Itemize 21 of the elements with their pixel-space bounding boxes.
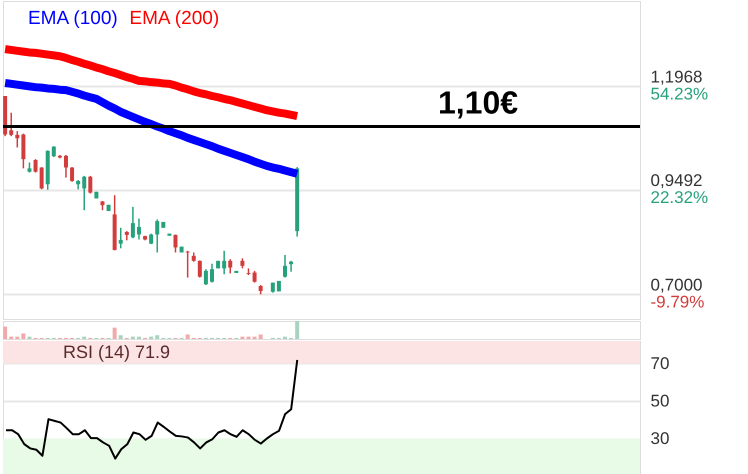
- bar: [112, 328, 117, 339]
- bar: [118, 335, 123, 339]
- y2-tick-label: 22.32%: [650, 188, 708, 208]
- bar: [3, 326, 8, 339]
- bar: [155, 335, 160, 339]
- chart-title: RSI (14) 71.9: [63, 342, 170, 362]
- y-tick-label: 0,9492: [650, 171, 702, 190]
- ref-line-label: 1,10€: [438, 84, 518, 121]
- bar: [21, 333, 26, 339]
- y2-tick-label: 54.23%: [650, 84, 708, 104]
- y-tick-label: 1,1968: [650, 68, 702, 87]
- text: EMA (200): [129, 8, 220, 29]
- y-tick-label: 50: [650, 392, 670, 410]
- bar: [258, 334, 263, 339]
- bar: [186, 334, 190, 339]
- text: EMA (100): [28, 8, 118, 29]
- y-tick-label: 0,7000: [650, 275, 702, 294]
- y-tick-label: 70: [650, 354, 670, 373]
- bar: [295, 321, 300, 339]
- y2-tick-label: -9.79%: [650, 292, 704, 312]
- y-tick-label: 30: [650, 429, 670, 448]
